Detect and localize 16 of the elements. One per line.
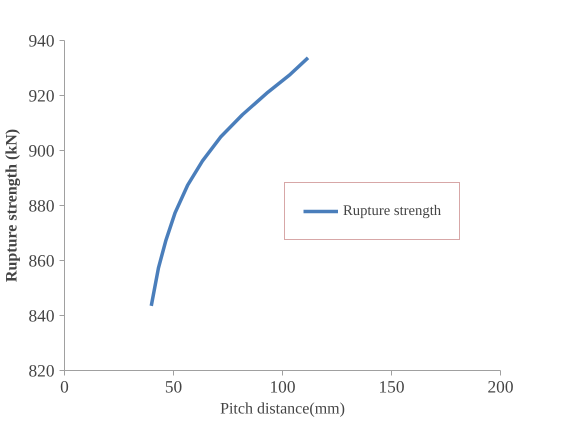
- x-tick-label: 150: [378, 378, 405, 396]
- y-tick-label: 880: [28, 196, 55, 216]
- y-tick-label: 920: [28, 86, 55, 106]
- y-tick-label: 820: [28, 362, 55, 380]
- x-tick-label: 50: [164, 378, 182, 396]
- y-tick-label: 900: [28, 142, 55, 160]
- legend-label: Rupture strength: [343, 202, 442, 220]
- x-tick-label: 200: [488, 378, 514, 396]
- y-tick-label: 840: [28, 306, 55, 326]
- y-tick-label: 860: [28, 252, 55, 270]
- x-tick-label: 100: [270, 378, 296, 396]
- x-tick-label: 0: [60, 378, 69, 396]
- line-series: [150, 56, 310, 308]
- y-tick-label: 940: [28, 32, 55, 50]
- y-axis-title: Rupture strength (kN): [4, 128, 21, 282]
- x-axis-title: Pitch distance(mm): [220, 400, 345, 418]
